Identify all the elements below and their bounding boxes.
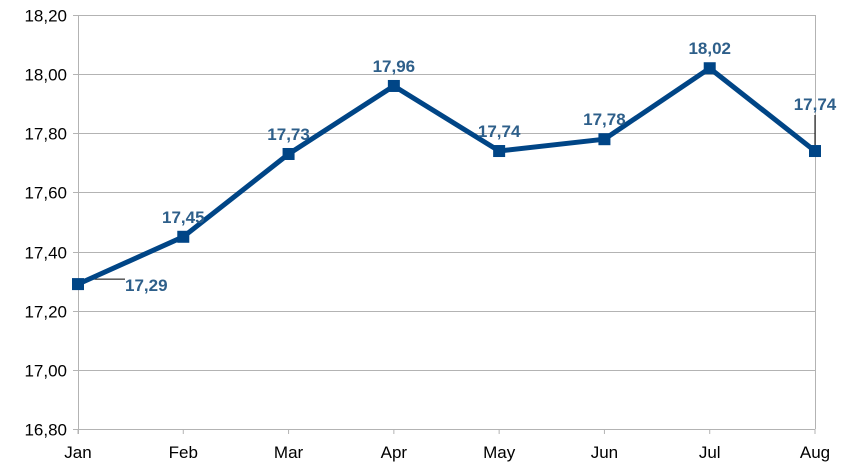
y-tick-label: 17,80 <box>24 125 67 144</box>
data-label: 17,78 <box>583 110 626 129</box>
series-markers <box>72 62 821 291</box>
y-tick-label: 17,40 <box>24 244 67 263</box>
y-tick-label: 17,00 <box>24 362 67 381</box>
x-tick-label: Jun <box>591 443 618 462</box>
label-leader-lines <box>78 115 816 280</box>
y-tick-label: 18,00 <box>24 66 67 85</box>
x-tick-label: Mar <box>274 443 304 462</box>
series-line <box>75 65 818 287</box>
y-tick-label: 16,80 <box>24 421 67 440</box>
x-tick-label: Aug <box>800 443 830 462</box>
y-tick-label: 18,20 <box>24 7 67 26</box>
x-tick-label: Jan <box>64 443 91 462</box>
data-labels: 17,29 17,45 17,73 17,96 17,74 17,78 18,02 17,74 <box>125 39 837 295</box>
axes <box>73 15 816 434</box>
data-point-marker <box>387 79 400 92</box>
data-point-marker <box>72 278 84 291</box>
data-label: 17,73 <box>267 125 310 144</box>
y-tick-labels: 16,80 17,00 17,20 17,40 17,60 17,80 18,00 18,20 <box>24 7 67 440</box>
gridlines <box>78 15 815 430</box>
data-label: 17,29 <box>125 276 168 295</box>
data-point-marker <box>282 147 295 160</box>
data-point-marker <box>493 145 506 158</box>
data-point-marker <box>177 230 190 243</box>
data-label: 17,96 <box>373 57 416 76</box>
y-tick-label: 17,20 <box>24 303 67 322</box>
x-tick-label: Apr <box>381 443 408 462</box>
series-line <box>75 65 818 287</box>
data-label: 18,02 <box>688 39 731 58</box>
y-tick-label: 17,60 <box>24 184 67 203</box>
data-point-marker <box>809 145 821 158</box>
data-point-marker <box>703 62 716 75</box>
x-tick-label: May <box>483 443 516 462</box>
x-tick-label: Feb <box>169 443 198 462</box>
data-label: 17,45 <box>162 208 205 227</box>
data-label: 17,74 <box>478 122 521 141</box>
x-tick-labels: Jan Feb Mar Apr May Jun Jul Aug <box>64 443 830 462</box>
data-label: 17,74 <box>794 95 837 114</box>
x-tick-label: Jul <box>699 443 721 462</box>
data-point-marker <box>598 133 611 146</box>
